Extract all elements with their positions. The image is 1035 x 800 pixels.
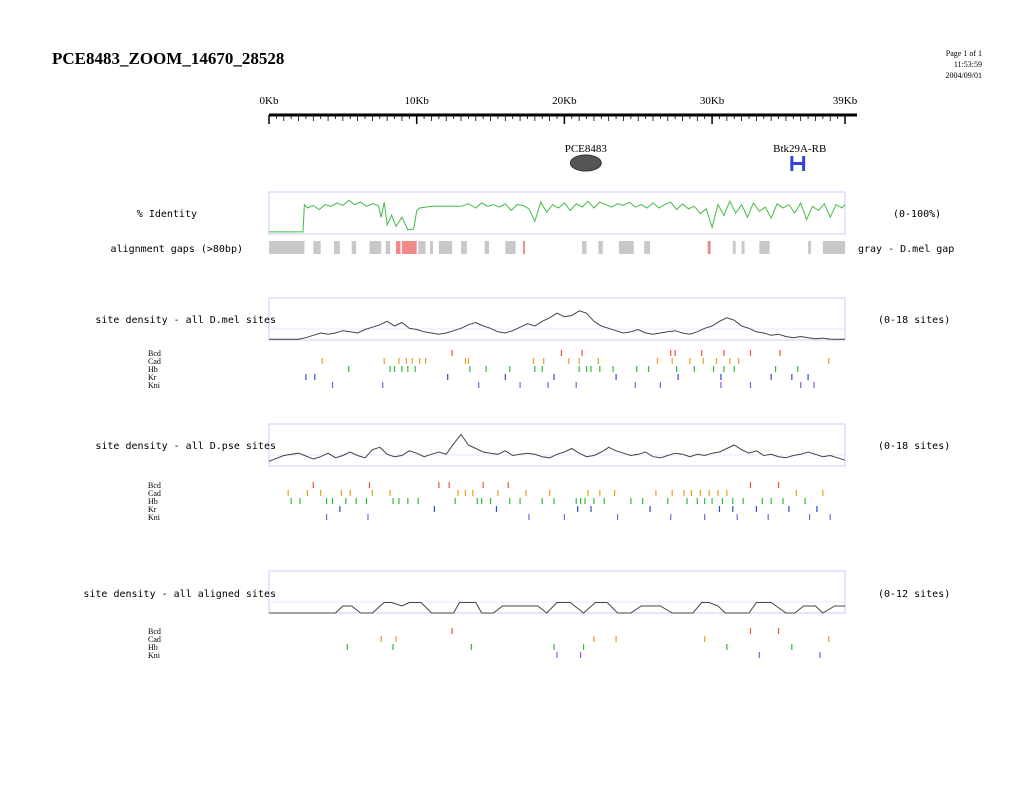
gene-intron — [790, 162, 806, 165]
alignment-gap — [759, 241, 770, 254]
identity-range: (0-100%) — [893, 209, 941, 220]
factor-label-cad: Cad — [148, 357, 161, 366]
page-header: PCE8483_ZOOM_14670_28528 Page 1 of 1 11:… — [52, 49, 982, 80]
alignment-gap — [598, 241, 603, 254]
factor-label-bcd: Bcd — [148, 481, 161, 490]
density-line — [268, 433, 846, 462]
ruler-label: 10Kb — [404, 95, 429, 107]
alignment-gap — [369, 241, 382, 254]
feature-label: Btk29A-RB — [773, 143, 826, 155]
alignment-gap — [396, 241, 401, 254]
page-label: Page 1 of 1 — [946, 49, 982, 58]
alignment-gap — [418, 241, 426, 254]
factor-label-cad: Cad — [148, 489, 161, 498]
alignment-gap — [644, 241, 651, 254]
alignment-gap — [808, 241, 812, 254]
density-line — [269, 602, 845, 614]
density-panel — [268, 423, 846, 467]
factor-label-hb: Hb — [148, 497, 158, 506]
density-range: (0-18 sites) — [878, 315, 950, 326]
gene-glyph — [790, 156, 806, 171]
gaps-label: alignment gaps (>80bp) — [111, 244, 243, 255]
alignment-gap — [333, 241, 340, 254]
alignment-gap — [582, 241, 587, 254]
factor-label-hb: Hb — [148, 643, 158, 652]
identity-label: % Identity — [137, 209, 197, 220]
alignment-gap — [741, 241, 745, 254]
density-panel — [268, 570, 846, 614]
density-label: site density - all aligned sites — [83, 589, 276, 600]
alignment-gap — [461, 241, 467, 254]
ruler-label: 0Kb — [260, 95, 279, 107]
page-time: 11:53:59 — [954, 60, 982, 69]
density-panel — [268, 297, 846, 341]
alignment-gap — [707, 241, 711, 254]
density-line — [269, 310, 845, 340]
alignment-gap — [619, 241, 634, 254]
feature-ellipse — [569, 154, 602, 172]
feature-label: PCE8483 — [565, 143, 608, 155]
alignment-gap — [313, 241, 321, 254]
alignment-gap — [429, 241, 433, 254]
feature-track: PCE8483 Btk29A-RB — [565, 143, 826, 172]
gaps-range: gray - D.mel gap — [858, 244, 954, 255]
factor-label-kr: Kr — [148, 505, 157, 514]
factor-label-kni: Kni — [148, 651, 161, 660]
factor-label-kr: Kr — [148, 373, 157, 382]
factor-label-kni: Kni — [148, 381, 161, 390]
factor-label-kni: Kni — [148, 513, 161, 522]
factor-label-bcd: Bcd — [148, 627, 161, 636]
ruler-label: 39Kb — [833, 95, 858, 107]
ruler-label: 30Kb — [700, 95, 725, 107]
alignment-gap — [732, 241, 736, 254]
factor-label-hb: Hb — [148, 365, 158, 374]
density-range: (0-18 sites) — [878, 441, 950, 452]
identity-line — [269, 199, 846, 233]
ruler-label: 20Kb — [552, 95, 577, 107]
alignment-gap — [438, 241, 453, 254]
page-date: 2004/09/01 — [946, 71, 982, 80]
density-label: site density - all D.pse sites — [95, 441, 276, 452]
alignment-gap — [401, 241, 417, 254]
alignment-gap — [351, 241, 357, 254]
factor-label-bcd: Bcd — [148, 349, 161, 358]
alignment-gap — [385, 241, 391, 254]
alignment-gap — [269, 241, 305, 254]
density-range: (0-12 sites) — [878, 589, 950, 600]
alignment-gap — [505, 241, 516, 254]
kb-ruler: 0Kb 10Kb 20Kb 30Kb 39Kb — [260, 95, 858, 124]
identity-panel — [268, 191, 846, 235]
factor-label-cad: Cad — [148, 635, 161, 644]
page-title: PCE8483_ZOOM_14670_28528 — [52, 49, 284, 68]
alignment-gap — [523, 241, 526, 254]
density-label: site density - all D.mel sites — [95, 315, 276, 326]
alignment-gap — [484, 241, 490, 254]
alignment-gap — [822, 241, 845, 254]
data-tracks: % Identity (0-100%) alignment gaps (>80bp)… — [83, 191, 954, 660]
